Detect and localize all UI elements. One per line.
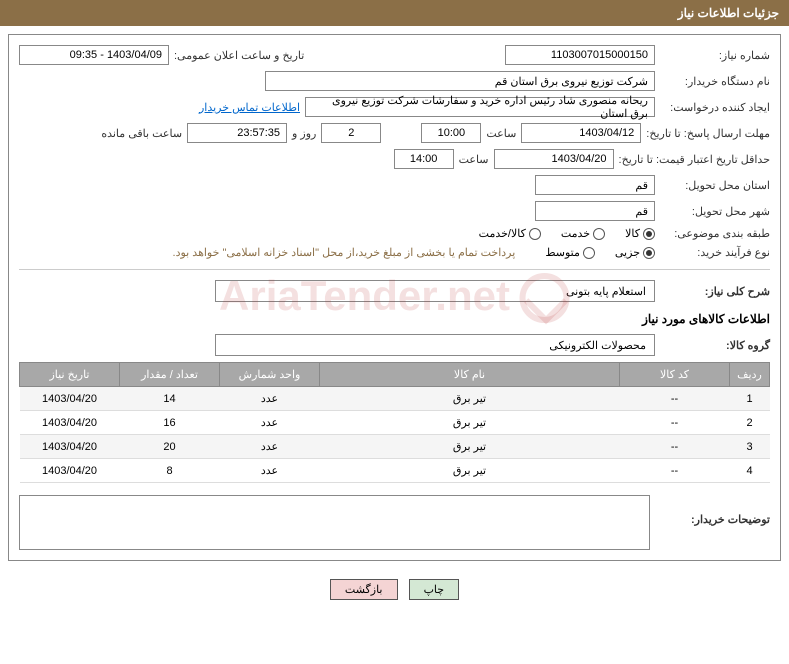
response-deadline-label: مهلت ارسال پاسخ: تا تاریخ: [646, 127, 770, 140]
table-cell: عدد [220, 387, 320, 411]
contact-link[interactable]: اطلاعات تماس خریدار [199, 101, 300, 114]
purchase-type-radio-group: جزیی متوسط [545, 246, 655, 259]
validity-time-field: 14:00 [394, 149, 454, 169]
remaining-days-field: 2 [321, 123, 381, 143]
category-radio-group: کالا خدمت کالا/خدمت [479, 227, 655, 240]
group-label: گروه کالا: [660, 339, 770, 352]
time-label-2: ساعت [459, 153, 489, 166]
table-cell: 1403/04/20 [20, 459, 120, 483]
table-cell: 3 [730, 435, 770, 459]
province-field: قم [535, 175, 655, 195]
table-cell: 1 [730, 387, 770, 411]
table-row: 4--تیر برقعدد81403/04/20 [20, 459, 770, 483]
items-table: ردیف کد کالا نام کالا واحد شمارش تعداد /… [19, 362, 770, 483]
buyer-org-label: نام دستگاه خریدار: [660, 75, 770, 88]
table-cell: عدد [220, 411, 320, 435]
table-cell: 2 [730, 411, 770, 435]
table-cell: -- [620, 411, 730, 435]
table-cell: تیر برق [320, 435, 620, 459]
th-code: کد کالا [620, 363, 730, 387]
table-cell: 1403/04/20 [20, 435, 120, 459]
city-label: شهر محل تحویل: [660, 205, 770, 218]
table-cell: 4 [730, 459, 770, 483]
comments-label: توضیحات خریدار: [660, 495, 770, 526]
items-section-title: اطلاعات کالاهای مورد نیاز [19, 312, 770, 326]
group-box: محصولات الکترونیکی [215, 334, 655, 356]
table-cell: عدد [220, 459, 320, 483]
table-cell: 8 [120, 459, 220, 483]
province-label: استان محل تحویل: [660, 179, 770, 192]
desc-title-label: شرح کلی نیاز: [660, 285, 770, 298]
city-field: قم [535, 201, 655, 221]
response-date-field: 1403/04/12 [521, 123, 641, 143]
requester-label: ایجاد کننده درخواست: [660, 101, 770, 114]
days-label: روز و [292, 127, 316, 140]
table-cell: 16 [120, 411, 220, 435]
radio-goods[interactable]: کالا [625, 227, 655, 240]
panel-header: جزئیات اطلاعات نیاز [0, 0, 789, 26]
th-name: نام کالا [320, 363, 620, 387]
print-button[interactable]: چاپ [409, 579, 460, 600]
need-number-label: شماره نیاز: [660, 49, 770, 62]
validity-label: حداقل تاریخ اعتبار قیمت: تا تاریخ: [619, 153, 770, 166]
table-cell: تیر برق [320, 459, 620, 483]
desc-title-box: استعلام پایه بتونی [215, 280, 655, 302]
table-cell: -- [620, 435, 730, 459]
th-date: تاریخ نیاز [20, 363, 120, 387]
purchase-type-label: نوع فرآیند خرید: [660, 246, 770, 259]
category-label: طبقه بندی موضوعی: [660, 227, 770, 240]
th-row: ردیف [730, 363, 770, 387]
table-cell: 20 [120, 435, 220, 459]
table-cell: 1403/04/20 [20, 411, 120, 435]
time-label-1: ساعت [486, 127, 516, 140]
table-cell: تیر برق [320, 411, 620, 435]
requester-field: ریحانه منصوری شاد رئیس اداره خرید و سفار… [305, 97, 655, 117]
payment-note: پرداخت تمام یا بخشی از مبلغ خرید،از محل … [173, 246, 516, 259]
announce-date-label: تاریخ و ساعت اعلان عمومی: [174, 49, 304, 62]
table-row: 2--تیر برقعدد161403/04/20 [20, 411, 770, 435]
response-time-field: 10:00 [421, 123, 481, 143]
table-cell: 1403/04/20 [20, 387, 120, 411]
table-cell: -- [620, 387, 730, 411]
announce-date-field: 1403/04/09 - 09:35 [19, 45, 169, 65]
table-row: 3--تیر برقعدد201403/04/20 [20, 435, 770, 459]
details-panel: AriaTender.net شماره نیاز: 1103007015000… [8, 34, 781, 561]
remaining-time-field: 23:57:35 [187, 123, 287, 143]
table-cell: تیر برق [320, 387, 620, 411]
validity-date-field: 1403/04/20 [494, 149, 614, 169]
radio-goods-service[interactable]: کالا/خدمت [479, 227, 541, 240]
th-unit: واحد شمارش [220, 363, 320, 387]
comments-box [19, 495, 650, 550]
radio-medium[interactable]: متوسط [545, 246, 595, 259]
button-row: چاپ بازگشت [0, 569, 789, 610]
table-cell: عدد [220, 435, 320, 459]
back-button[interactable]: بازگشت [330, 579, 398, 600]
radio-service[interactable]: خدمت [561, 227, 605, 240]
table-row: 1--تیر برقعدد141403/04/20 [20, 387, 770, 411]
table-cell: -- [620, 459, 730, 483]
buyer-org-field: شرکت توزیع نیروی برق استان قم [265, 71, 655, 91]
need-number-field: 1103007015000150 [505, 45, 655, 65]
th-qty: تعداد / مقدار [120, 363, 220, 387]
remaining-label: ساعت باقی مانده [101, 127, 182, 140]
table-cell: 14 [120, 387, 220, 411]
radio-partial[interactable]: جزیی [615, 246, 655, 259]
